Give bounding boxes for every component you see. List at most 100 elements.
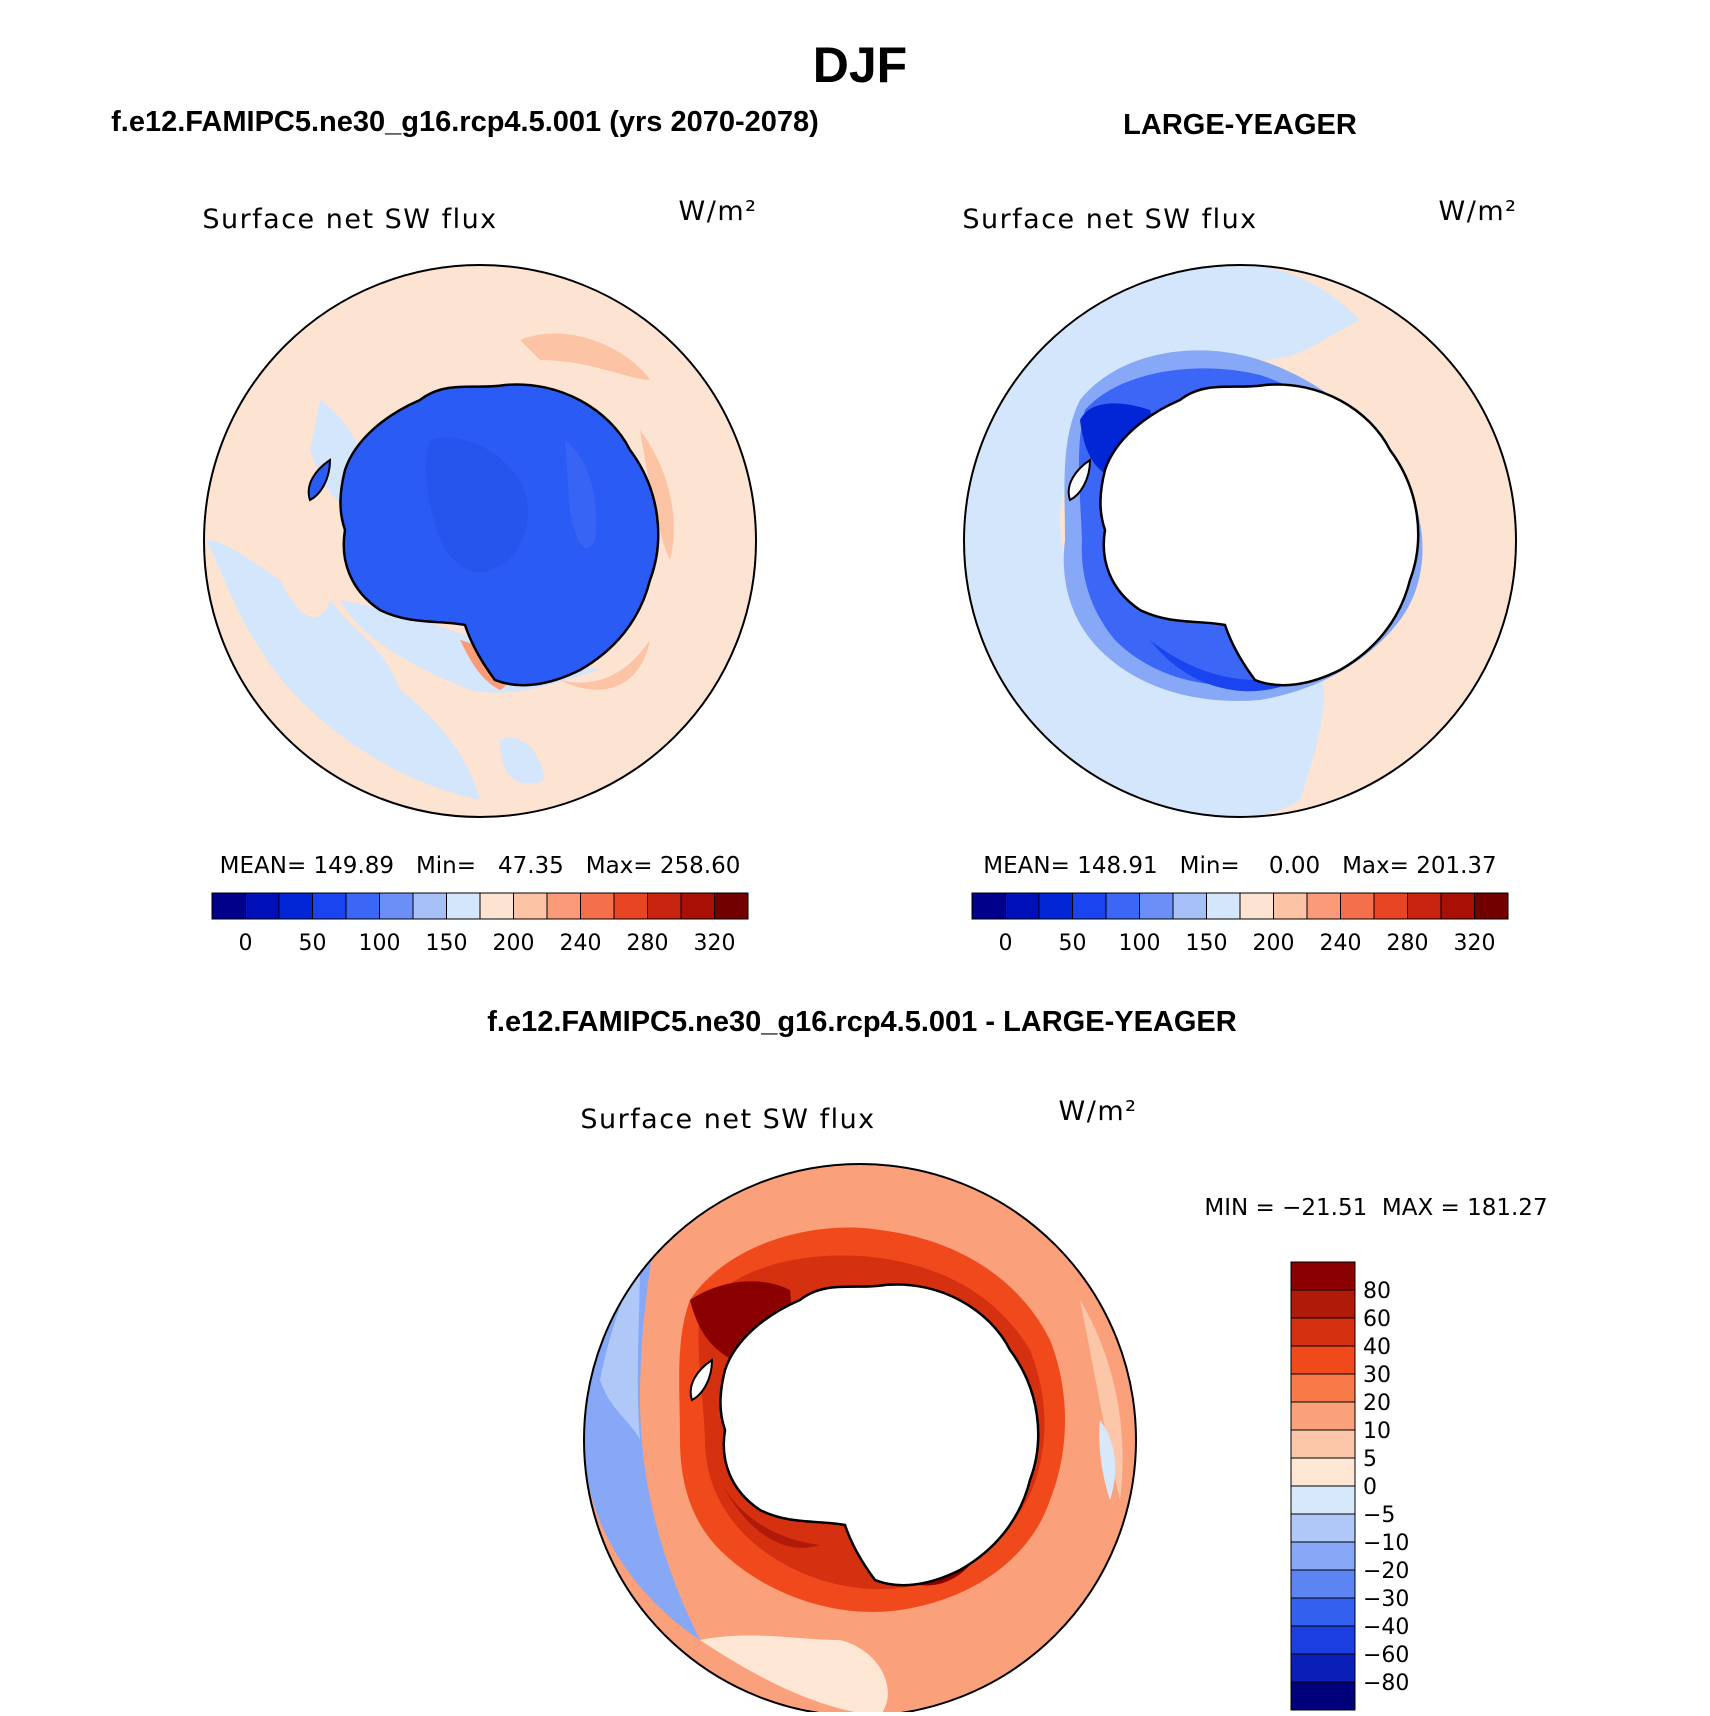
- colorbar-obs-swatch: [1038, 892, 1073, 920]
- colorbar-model-swatch: [647, 892, 682, 920]
- colorbar-model-tick-label: 0: [239, 931, 253, 956]
- colorbar-model-swatch: [412, 892, 447, 920]
- colorbar-diff-tick-label: −20: [1363, 1559, 1409, 1584]
- colorbar-obs-swatch: [1306, 892, 1341, 920]
- colorbar-diff-tick-label: −60: [1363, 1643, 1409, 1668]
- colorbar-diff-swatch: [1290, 1429, 1356, 1459]
- colorbar-diff-tick-label: 10: [1363, 1419, 1391, 1444]
- colorbar-diff-tick-label: 20: [1363, 1391, 1391, 1416]
- panel-diff: f.e12.FAMIPC5.ne30_g16.rcp4.5.001 - LARG…: [487, 1006, 1548, 1716]
- colorbar-obs: 0 50 100 150 200 240 280 320: [971, 892, 1509, 956]
- colorbar-model-swatch: [379, 892, 414, 920]
- colorbar-obs-swatch: [1206, 892, 1241, 920]
- colorbar-model-tick-label: 50: [299, 931, 327, 956]
- panel-diff-units: W/m²: [1059, 1096, 1138, 1127]
- colorbar-diff-tick-label: 30: [1363, 1363, 1391, 1388]
- polar-map-obs: [964, 265, 1516, 817]
- colorbar-diff-swatch: [1290, 1485, 1356, 1515]
- colorbar-diff-tick-label: −40: [1363, 1615, 1409, 1640]
- colorbar-diff-tick-label: 5: [1363, 1447, 1377, 1472]
- panel-diff-title: Surface net SW flux: [580, 1104, 875, 1135]
- colorbar-obs-swatch: [1407, 892, 1442, 920]
- colorbar-model-swatch: [312, 892, 347, 920]
- colorbar-obs-tick-label: 0: [999, 931, 1013, 956]
- colorbar-obs-tick-label: 100: [1119, 931, 1161, 956]
- panel-model-stats: MEAN= 149.89 Min= 47.35 Max= 258.60: [220, 853, 741, 879]
- colorbar-diff-tick-label: 40: [1363, 1335, 1391, 1360]
- colorbar-model-swatch: [613, 892, 648, 920]
- colorbar-model-swatch: [278, 892, 313, 920]
- colorbar-obs-swatch: [1373, 892, 1408, 920]
- colorbar-model-swatch: [546, 892, 581, 920]
- figure-title: DJF: [813, 37, 907, 93]
- colorbar-model: 0 50 100 150 200 240 280 320: [211, 892, 749, 956]
- colorbar-model-swatch: [245, 892, 280, 920]
- colorbar-model-tick-label: 200: [493, 931, 535, 956]
- panel-diff-header: f.e12.FAMIPC5.ne30_g16.rcp4.5.001 - LARG…: [487, 1006, 1236, 1038]
- panel-obs-stats: MEAN= 148.91 Min= 0.00 Max= 201.37: [983, 853, 1496, 879]
- colorbar-model-swatch: [580, 892, 615, 920]
- panel-obs-units: W/m²: [1439, 196, 1518, 227]
- colorbar-diff-swatch: [1290, 1289, 1356, 1319]
- polar-map-model: [204, 265, 756, 817]
- colorbar-obs-swatch: [971, 892, 1006, 920]
- colorbar-obs-swatch: [1005, 892, 1040, 920]
- colorbar-obs-swatch: [1072, 892, 1107, 920]
- colorbar-model-swatch: [479, 892, 514, 920]
- colorbar-diff-tick-label: 0: [1363, 1475, 1377, 1500]
- colorbar-model-tick-label: 240: [560, 931, 602, 956]
- colorbar-diff: 80 60 40 30 20 10 5 0 −5 −10 −20 −30 −40 −60 −80: [1290, 1261, 1409, 1711]
- colorbar-obs-swatch: [1440, 892, 1475, 920]
- colorbar-model-tick-label: 100: [359, 931, 401, 956]
- colorbar-diff-swatch: [1290, 1653, 1356, 1683]
- colorbar-diff-swatch: [1290, 1597, 1356, 1627]
- colorbar-model-tick-label: 280: [627, 931, 669, 956]
- colorbar-diff-swatch: [1290, 1373, 1356, 1403]
- colorbar-diff-swatch: [1290, 1261, 1356, 1291]
- colorbar-diff-tick-label: −10: [1363, 1531, 1409, 1556]
- colorbar-obs-swatch: [1239, 892, 1274, 920]
- panel-model-title: Surface net SW flux: [202, 204, 497, 235]
- colorbar-obs-swatch: [1139, 892, 1174, 920]
- colorbar-diff-swatch: [1290, 1345, 1356, 1375]
- colorbar-obs-swatch: [1340, 892, 1375, 920]
- colorbar-diff-swatch: [1290, 1457, 1356, 1487]
- colorbar-model-swatch: [345, 892, 380, 920]
- colorbar-model-swatch: [680, 892, 715, 920]
- colorbar-model-swatch: [513, 892, 548, 920]
- colorbar-model-swatch: [446, 892, 481, 920]
- colorbar-obs-tick-label: 320: [1454, 931, 1496, 956]
- colorbar-diff-swatch: [1290, 1513, 1356, 1543]
- panel-obs: LARGE-YEAGER Surface net SW flux W/m² ME…: [962, 109, 1517, 956]
- colorbar-diff-tick-label: −80: [1363, 1671, 1409, 1696]
- panel-model-units: W/m²: [679, 196, 758, 227]
- colorbar-obs-swatch: [1105, 892, 1140, 920]
- colorbar-diff-tick-label: 80: [1363, 1279, 1391, 1304]
- colorbar-diff-swatch: [1290, 1541, 1356, 1571]
- colorbar-diff-swatch: [1290, 1317, 1356, 1347]
- panel-diff-stats: MIN = −21.51 MAX = 181.27: [1204, 1195, 1547, 1221]
- colorbar-diff-tick-label: −30: [1363, 1587, 1409, 1612]
- panel-model: f.e12.FAMIPC5.ne30_g16.rcp4.5.001 (yrs 2…: [111, 106, 819, 956]
- colorbar-model-swatch: [714, 892, 749, 920]
- colorbar-obs-tick-label: 240: [1320, 931, 1362, 956]
- colorbar-model-tick-label: 320: [694, 931, 736, 956]
- colorbar-diff-swatch: [1290, 1569, 1356, 1599]
- colorbar-obs-tick-label: 200: [1253, 931, 1295, 956]
- colorbar-diff-tick-label: −5: [1363, 1503, 1395, 1528]
- colorbar-model-tick-label: 150: [426, 931, 468, 956]
- colorbar-obs-tick-label: 150: [1186, 931, 1228, 956]
- colorbar-obs-swatch: [1273, 892, 1308, 920]
- polar-map-diff: [584, 1164, 1136, 1716]
- colorbar-diff-tick-label: 60: [1363, 1307, 1391, 1332]
- colorbar-obs-swatch: [1172, 892, 1207, 920]
- panel-obs-title: Surface net SW flux: [962, 204, 1257, 235]
- colorbar-diff-swatch: [1290, 1625, 1356, 1655]
- panel-model-header: f.e12.FAMIPC5.ne30_g16.rcp4.5.001 (yrs 2…: [111, 106, 819, 138]
- panel-obs-header: LARGE-YEAGER: [1123, 109, 1357, 141]
- colorbar-diff-swatch: [1290, 1401, 1356, 1431]
- colorbar-obs-tick-label: 50: [1059, 931, 1087, 956]
- colorbar-diff-swatch: [1290, 1681, 1356, 1711]
- colorbar-obs-swatch: [1474, 892, 1509, 920]
